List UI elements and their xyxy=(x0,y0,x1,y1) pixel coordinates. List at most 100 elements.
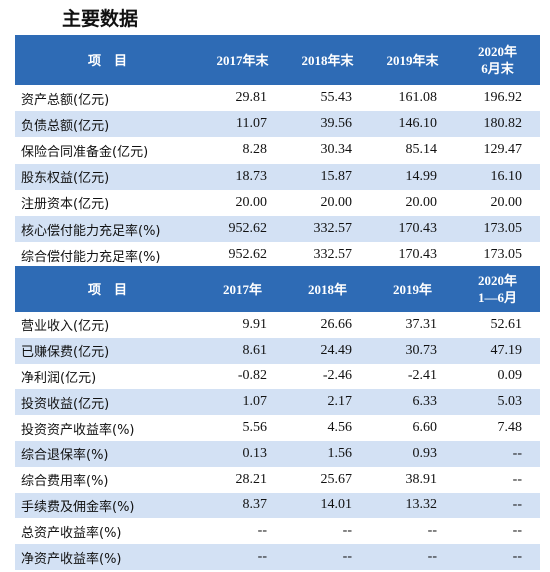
table-row: 净资产收益率(%) -- -- -- -- xyxy=(15,544,540,570)
value-cell: 11.07 xyxy=(236,116,267,132)
value-cell: 0.13 xyxy=(242,445,268,461)
value-cell: 25.67 xyxy=(320,471,353,487)
value-cell: 8.61 xyxy=(242,342,268,358)
header-text: 2018年 xyxy=(307,281,347,297)
header-text: 2020年 xyxy=(477,273,517,288)
header-text: 项 目 xyxy=(87,281,127,297)
header-cell: 项 目 xyxy=(15,266,200,312)
table-row: 核心偿付能力充足率(%) 952.62 332.57 170.43 173.05 xyxy=(15,216,540,243)
value-cell: 5.56 xyxy=(242,420,268,436)
table-row: 负债总额(亿元) 11.07 39.56 146.10 180.82 xyxy=(15,111,540,138)
label-cell: 已赚保费(亿元) xyxy=(21,345,110,361)
label-cell: 投资收益(亿元) xyxy=(21,396,110,412)
value-cell: 173.05 xyxy=(483,221,523,237)
value-cell: 30.34 xyxy=(320,142,353,158)
header-text: 项 目 xyxy=(87,52,127,68)
value-cell: -- xyxy=(427,523,437,539)
value-cell: 0.93 xyxy=(412,445,438,461)
value-cell: 39.56 xyxy=(320,116,353,132)
table-row: 手续费及佣金率(%) 8.37 14.01 13.32 -- xyxy=(15,492,540,519)
value-cell: 1.56 xyxy=(327,445,353,461)
value-cell: 332.57 xyxy=(313,221,353,237)
value-cell: 16.10 xyxy=(490,168,523,184)
table-row: 综合偿付能力充足率(%) 952.62 332.57 170.43 173.05 xyxy=(15,242,540,268)
header-cell: 2018年末 xyxy=(285,35,370,85)
value-cell: 196.92 xyxy=(483,90,523,106)
label-cell: 净资产收益率(%) xyxy=(21,551,122,567)
header-text: 2019年 xyxy=(392,281,432,297)
value-cell: -- xyxy=(512,523,522,539)
value-cell: 170.43 xyxy=(398,221,438,237)
table-row: 保险合同准备金(亿元) 8.28 30.34 85.14 129.47 xyxy=(15,137,540,163)
header-text: 6月末 xyxy=(481,61,514,76)
value-cell: 180.82 xyxy=(483,116,523,132)
value-cell: 37.31 xyxy=(405,316,438,332)
header-cell: 项 目 xyxy=(15,35,200,85)
header-cell: 2020年 6月末 xyxy=(455,35,540,85)
table-row: 净利润(亿元) -0.82 -2.46 -2.41 0.09 xyxy=(15,364,540,390)
label-cell: 净利润(亿元) xyxy=(21,370,97,386)
title: 主要数据 xyxy=(62,8,139,30)
label-cell: 综合偿付能力充足率(%) xyxy=(21,249,161,265)
value-cell: 20.00 xyxy=(405,194,438,210)
value-cell: -- xyxy=(342,523,352,539)
value-cell: 6.60 xyxy=(412,420,438,436)
value-cell: -- xyxy=(427,549,437,565)
value-cell: 14.99 xyxy=(405,168,438,184)
value-cell: 1.07 xyxy=(242,394,268,410)
label-cell: 保险合同准备金(亿元) xyxy=(21,144,149,160)
value-cell: -- xyxy=(512,445,522,461)
table-row: 营业收入(亿元) 9.91 26.66 37.31 52.61 xyxy=(15,312,540,338)
value-cell: 9.91 xyxy=(242,316,268,332)
value-cell: -2.41 xyxy=(407,368,437,384)
table-row: 股东权益(亿元) 18.73 15.87 14.99 16.10 xyxy=(15,163,540,190)
header-cell: 2019年 xyxy=(370,266,455,312)
value-cell: 129.47 xyxy=(483,142,523,158)
header-cell: 2017年末 xyxy=(200,35,285,85)
header-row: 项 目 2017年 2018年 2019年 2020年 1—6月 xyxy=(15,266,540,312)
value-cell: 20.00 xyxy=(235,194,268,210)
value-cell: 30.73 xyxy=(405,342,438,358)
value-cell: 38.91 xyxy=(405,471,438,487)
header-cell: 2018年 xyxy=(285,266,370,312)
header-text: 2017年 xyxy=(222,281,262,297)
value-cell: -0.82 xyxy=(237,368,267,384)
value-cell: 8.28 xyxy=(242,142,268,158)
value-cell: 8.37 xyxy=(242,497,268,513)
header-text: 2020年 xyxy=(477,44,517,59)
header-cell: 2019年末 xyxy=(370,35,455,85)
label-cell: 综合费用率(%) xyxy=(21,474,109,490)
value-cell: 952.62 xyxy=(228,221,268,237)
table-row: 资产总额(亿元) 29.81 55.43 161.08 196.92 xyxy=(15,85,540,111)
value-cell: 55.43 xyxy=(320,90,353,106)
value-cell: 6.33 xyxy=(412,394,438,410)
value-cell: 28.21 xyxy=(235,471,268,487)
value-cell: 146.10 xyxy=(398,116,438,132)
value-cell: 14.01 xyxy=(320,497,353,513)
value-cell: 161.08 xyxy=(398,90,438,106)
table-row: 投资资产收益率(%) 5.56 4.56 6.60 7.48 xyxy=(15,415,540,441)
value-cell: 47.19 xyxy=(490,342,523,358)
table-row: 投资收益(亿元) 1.07 2.17 6.33 5.03 xyxy=(15,389,540,416)
value-cell: 173.05 xyxy=(483,247,523,263)
value-cell: 52.61 xyxy=(490,316,523,332)
label-cell: 注册资本(亿元) xyxy=(21,197,110,213)
header-text: 2018年末 xyxy=(301,52,354,68)
label-cell: 负债总额(亿元) xyxy=(21,118,110,134)
value-cell: 18.73 xyxy=(235,168,268,184)
value-cell: 20.00 xyxy=(320,194,353,210)
value-cell: -- xyxy=(512,497,522,513)
header-text: 2017年末 xyxy=(216,52,269,68)
header-text: 2019年末 xyxy=(386,52,439,68)
value-cell: -- xyxy=(512,471,522,487)
value-cell: 26.66 xyxy=(320,316,353,332)
value-cell: 24.49 xyxy=(320,342,353,358)
table-row: 综合费用率(%) 28.21 25.67 38.91 -- xyxy=(15,467,540,493)
value-cell: 170.43 xyxy=(398,247,438,263)
table-row: 综合退保率(%) 0.13 1.56 0.93 -- xyxy=(15,441,540,467)
value-cell: 7.48 xyxy=(497,420,523,436)
header-cell: 2020年 1—6月 xyxy=(455,266,540,312)
value-cell: 952.62 xyxy=(228,247,268,263)
table-row: 总资产收益率(%) -- -- -- -- xyxy=(15,518,540,544)
